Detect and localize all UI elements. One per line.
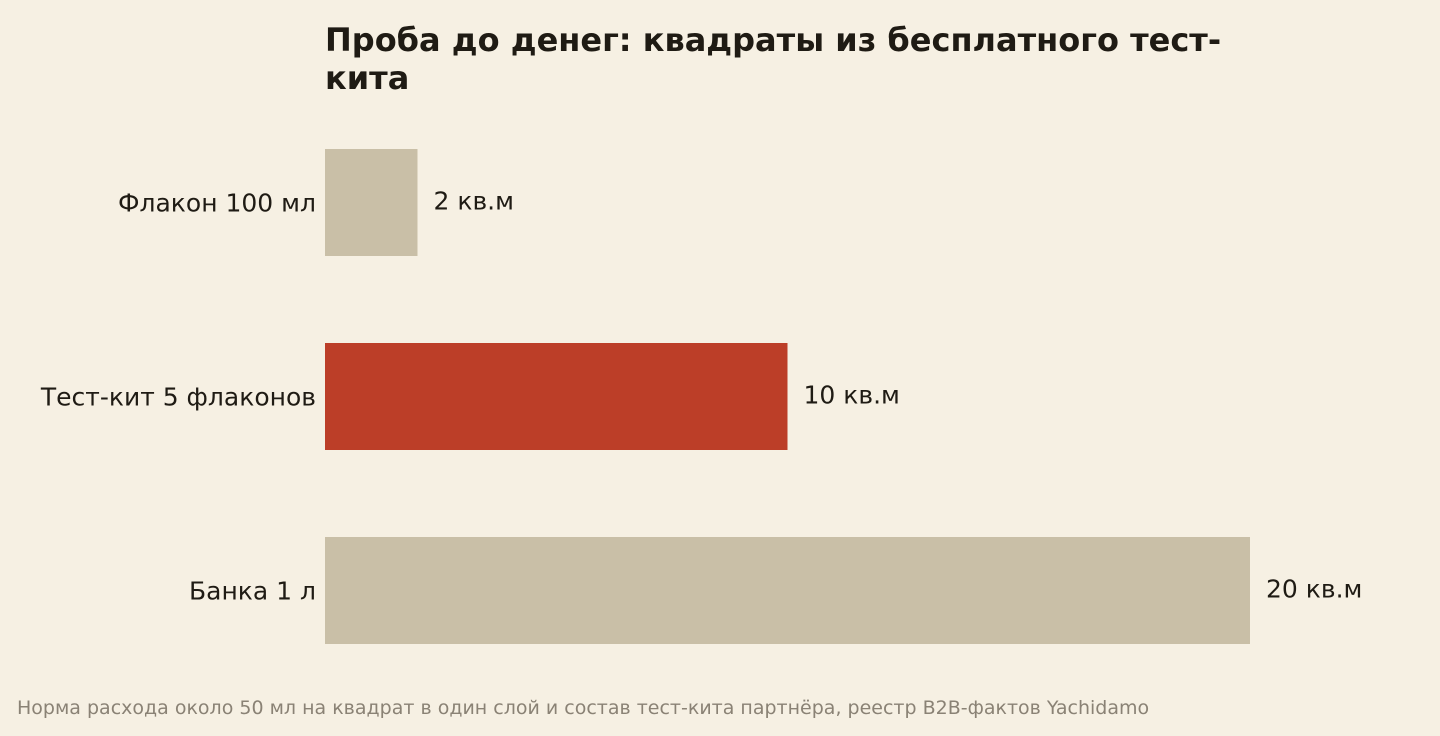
chart-title-line: кита: [325, 59, 409, 97]
category-label: Флакон 100 мл: [118, 189, 316, 218]
category-label: Банка 1 л: [189, 577, 316, 606]
bars: [325, 149, 1250, 644]
value-label: 10 кв.м: [804, 381, 900, 410]
value-label: 20 кв.м: [1266, 575, 1362, 604]
chart-title: Проба до денег: квадраты из бесплатного …: [325, 21, 1221, 97]
bar: [325, 149, 418, 256]
bar: [325, 537, 1250, 644]
category-labels: Флакон 100 мл Тест-кит 5 флаконов Банка 1 …: [40, 189, 316, 606]
chart-title-line: Проба до денег: квадраты из бесплатного …: [325, 21, 1221, 59]
value-labels: 2 кв.м 10 кв.м 20 кв.м: [434, 187, 1363, 604]
category-label: Тест-кит 5 флаконов: [40, 383, 316, 412]
bar: [325, 343, 788, 450]
value-label: 2 кв.м: [434, 187, 515, 216]
source-note: Норма расхода около 50 мл на квадрат в о…: [17, 697, 1149, 719]
